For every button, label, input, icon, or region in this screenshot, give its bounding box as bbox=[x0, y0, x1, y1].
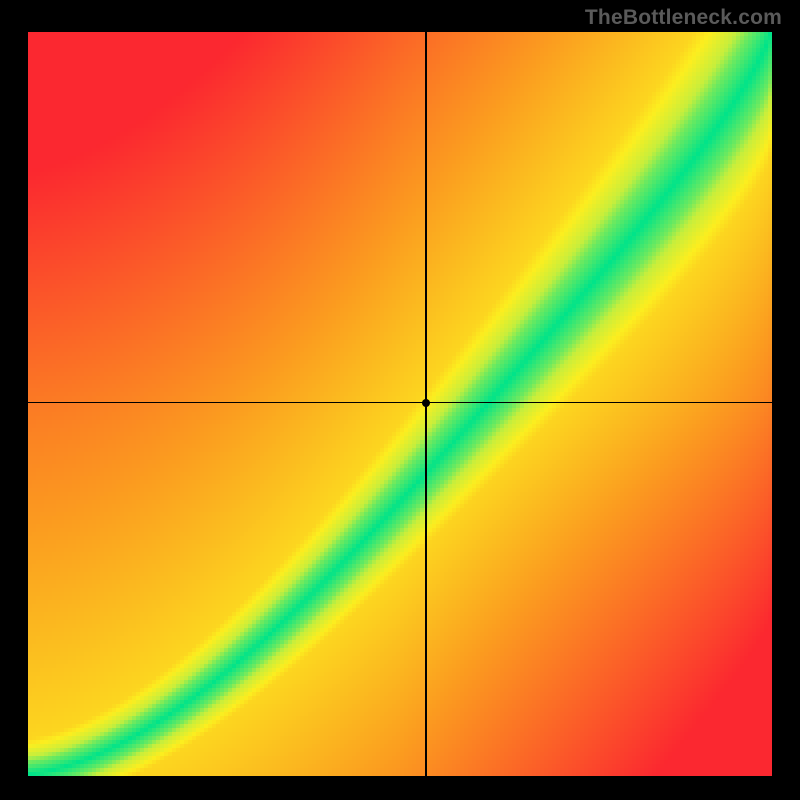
crosshair-marker bbox=[422, 399, 430, 407]
watermark-text: TheBottleneck.com bbox=[585, 6, 782, 30]
chart-container: TheBottleneck.com bbox=[0, 0, 800, 800]
crosshair-horizontal bbox=[28, 402, 772, 403]
heatmap-canvas bbox=[28, 32, 772, 776]
plot-area bbox=[28, 32, 772, 776]
